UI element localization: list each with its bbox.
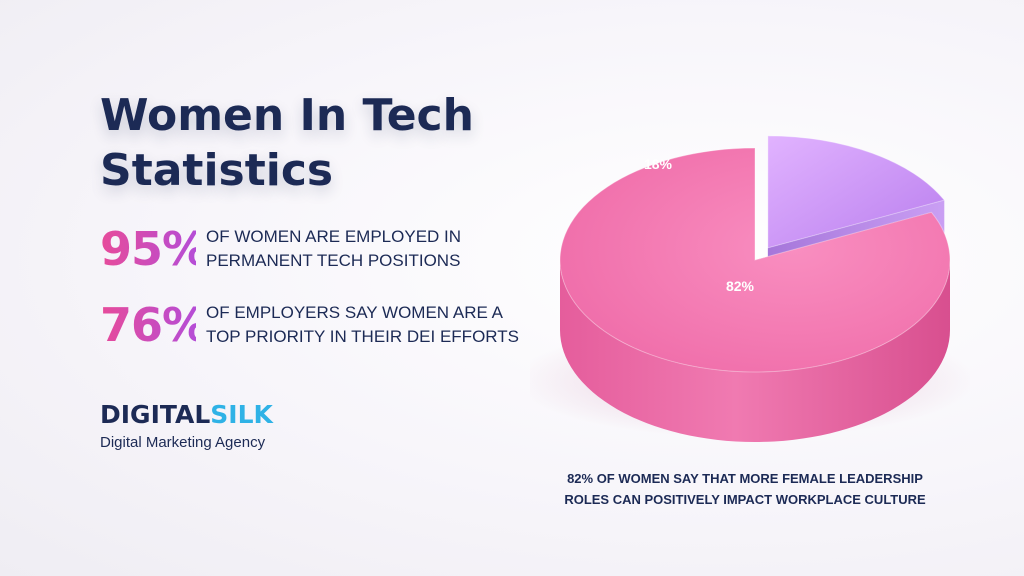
brand-logo: DIGITALSILK Digital Marketing Agency [100,401,273,452]
brand-name-part-1: DIGITAL [100,400,211,429]
caption-line-1: 82% OF WOMEN SAY THAT MORE FEMALE LEADER… [567,471,923,486]
brand-tagline: Digital Marketing Agency [100,434,266,451]
stat-block-2: 76% OF EMPLOYERS SAY WOMEN ARE A TOP PRI… [100,298,536,352]
caption-line-2: ROLES CAN POSITIVELY IMPACT WORKPLACE CU… [564,492,926,507]
pie-chart: 18% 82% [530,135,970,442]
title-line-2: Statistics [100,145,334,196]
stat-2-text-line-1: OF EMPLOYERS SAY WOMEN ARE A [206,303,503,322]
pie-label-2: 82% [726,278,755,294]
chart-caption: 82% OF WOMEN SAY THAT MORE FEMALE LEADER… [540,468,950,510]
pie-slice-2 [559,147,951,373]
stat-1-text-line-1: OF WOMEN ARE EMPLOYED IN [206,227,462,246]
stat-value-2: 76% [100,298,208,352]
page-title: Women In Tech Statistics [100,88,520,198]
stat-block-1: 95% OF WOMEN ARE EMPLOYED IN PERMANENT T… [100,222,536,276]
pie-label-1: 18% [644,156,673,172]
brand-name-part-2: SILK [210,400,273,429]
stat-2-text-line-2: TOP PRIORITY IN THEIR DEI EFFORTS [206,327,519,346]
title-line-1: Women In Tech [100,90,474,141]
stat-text-2: OF EMPLOYERS SAY WOMEN ARE A TOP PRIORIT… [206,301,536,349]
brand-name: DIGITALSILK [100,401,273,429]
pie-slice-side-2 [560,260,950,442]
stat-1-text-line-2: PERMANENT TECH POSITIONS [206,251,461,270]
stat-text-1: OF WOMEN ARE EMPLOYED IN PERMANENT TECH … [206,225,536,273]
stat-value-1: 95% [100,222,208,276]
pie-slice-1 [767,135,946,249]
